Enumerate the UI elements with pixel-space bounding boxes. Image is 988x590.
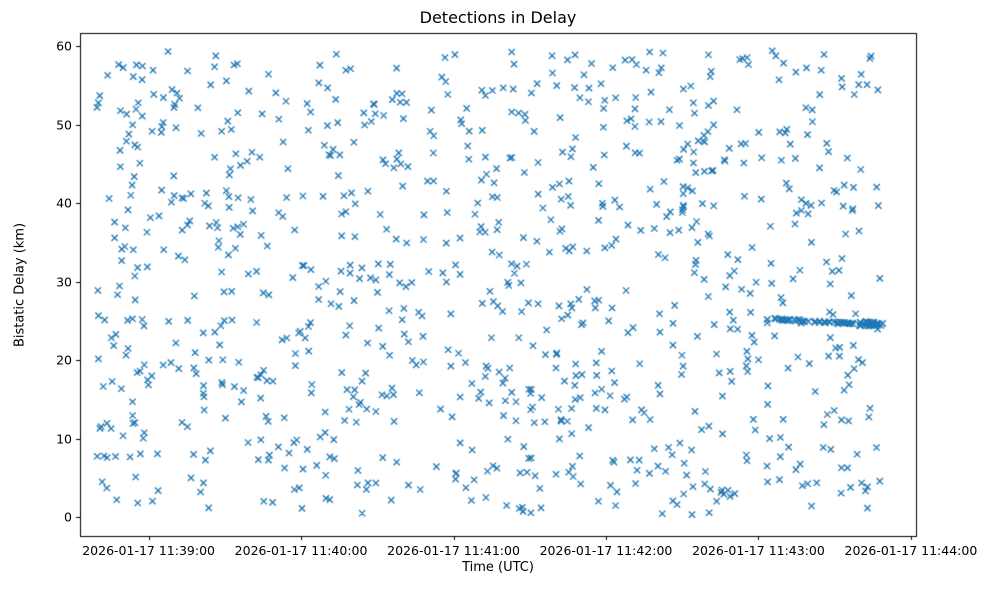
y-axis-label: Bistatic Delay (km) <box>12 222 28 348</box>
y-tick-label: 40 <box>56 195 72 211</box>
x-tick-label: 2026-01-17 11:43:00 <box>692 543 825 558</box>
x-tick-label: 2026-01-17 11:42:00 <box>539 543 673 558</box>
y-tick-label: 0 <box>64 509 72 525</box>
y-tick-label: 20 <box>56 352 72 368</box>
y-tick-label: 10 <box>56 431 72 447</box>
x-axis-label: Time (UTC) <box>462 560 534 575</box>
y-tick-label: 60 <box>56 38 72 54</box>
y-tick-label: 30 <box>56 274 72 290</box>
x-tick-label: 2026-01-17 11:40:00 <box>234 543 368 558</box>
x-tick-label: 2026-01-17 11:41:00 <box>387 543 520 558</box>
y-tick-label: 50 <box>56 117 72 133</box>
x-tick-label: 2026-01-17 11:39:00 <box>82 543 215 558</box>
chart-title: Detections in Delay <box>419 8 577 27</box>
x-tick-label: 2026-01-17 11:44:00 <box>844 543 978 558</box>
